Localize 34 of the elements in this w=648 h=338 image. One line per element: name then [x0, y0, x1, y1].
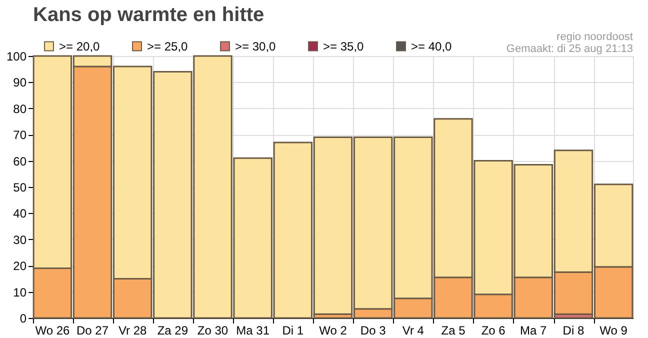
x-tick-label: Vr 4 — [402, 324, 424, 338]
y-tick-label: 60 — [13, 154, 27, 168]
x-tick-label: Za 5 — [441, 324, 466, 338]
x-tick-label: Wo 2 — [319, 324, 348, 338]
x-tick-label: Do 27 — [76, 324, 109, 338]
y-tick-label: 50 — [13, 180, 27, 194]
x-tick-label: Wo 26 — [35, 324, 70, 338]
y-tick-label: 70 — [13, 128, 27, 142]
text: Gemaakt: di 25 aug 21:13 — [506, 43, 633, 55]
x-tick-label: Ma 7 — [520, 324, 548, 338]
x-tick-label: Zo 30 — [197, 324, 228, 338]
y-tick-label: 40 — [13, 206, 27, 221]
y-tick-label: 30 — [13, 232, 27, 247]
x-tick-label: Wo 9 — [600, 324, 628, 338]
y-tick-label: 10 — [13, 285, 27, 300]
legend-label: >= 20,0 — [59, 39, 100, 54]
y-tick-label: 100 — [6, 50, 27, 64]
legend-label: >= 40,0 — [411, 39, 452, 54]
x-tick-label: Zo 6 — [481, 324, 506, 338]
x-tick-label: Vr 28 — [118, 324, 148, 338]
x-tick-label: Do 3 — [360, 324, 386, 338]
legend-label: >= 35,0 — [323, 39, 364, 54]
y-tick-label: 90 — [13, 76, 27, 90]
x-tick-label: Di 8 — [562, 324, 584, 338]
x-tick-label: Za 29 — [157, 324, 188, 338]
legend-label: >= 25,0 — [147, 39, 188, 54]
y-tick-label: 20 — [13, 259, 27, 274]
y-tick-label: 0 — [20, 312, 27, 326]
x-tick-label: Ma 31 — [236, 324, 270, 338]
y-tick-label: 80 — [13, 102, 27, 116]
chart-title: Kans op warmte en hitte — [33, 4, 264, 26]
text: regio noordoost — [556, 31, 633, 43]
x-tick-label: Di 1 — [282, 324, 304, 338]
legend-label: >= 30,0 — [235, 39, 276, 54]
